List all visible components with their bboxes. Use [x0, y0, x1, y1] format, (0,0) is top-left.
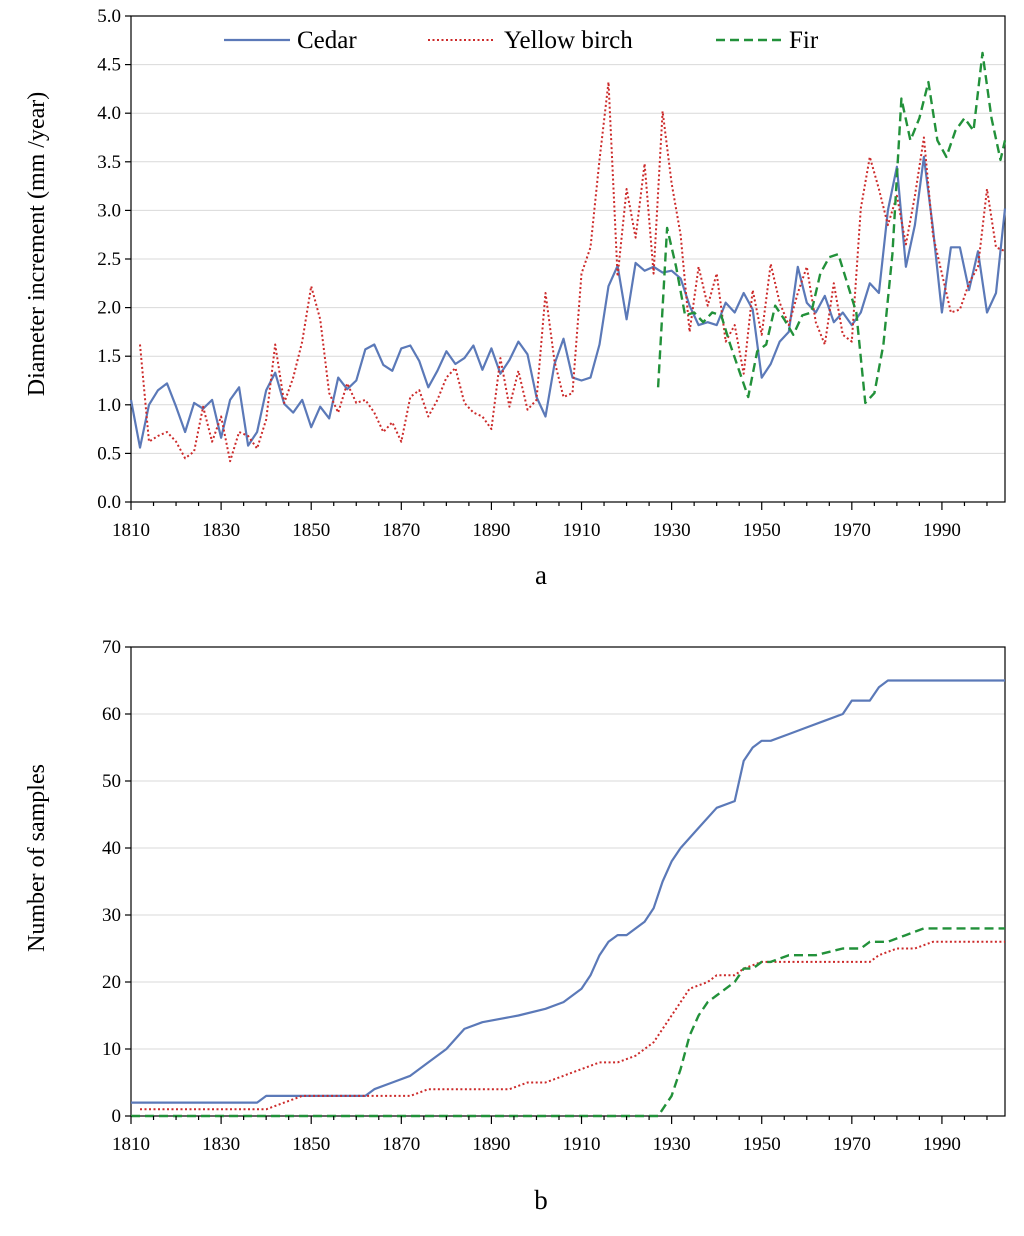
panel-b-ticks — [125, 646, 988, 1124]
legend-label-yellow-birch: Yellow birch — [504, 27, 633, 54]
panel-b-x-tick-label: 1930 — [653, 1134, 691, 1155]
panel-a-y-tick-label: 4.0 — [97, 103, 121, 124]
panel-a-y-tick-label: 0.0 — [97, 492, 121, 513]
panel-a-increment-chart: 0.00.51.01.52.02.53.03.54.04.55.0 1810 18… — [24, 6, 1007, 590]
panel-b-y-tick-label: 20 — [102, 972, 121, 993]
panel-a-x-tick-label: 1910 — [563, 520, 601, 541]
panel-a-x-tick-label: 1970 — [833, 520, 871, 541]
panel-a-y-axis-title: Diameter increment (mm /year) — [24, 92, 50, 397]
panel-b-y-tick-label: 40 — [102, 838, 121, 859]
panel-b-x-tick-label: 1990 — [923, 1134, 961, 1155]
legend-label-fir: Fir — [789, 27, 819, 54]
panel-b-x-tick-label: 1810 — [112, 1134, 150, 1155]
panel-a-series-cedar — [129, 155, 1007, 449]
panel-a-y-tick-labels: 0.0 0.5 1.0 1.5 2.0 2.5 3.0 3.5 4.0 4.5 5.0 — [97, 6, 121, 513]
panel-a-x-tick-label: 1890 — [472, 520, 510, 541]
panel-b-x-tick-label: 1870 — [382, 1134, 420, 1155]
panel-a-gridlines — [131, 64, 1005, 454]
panel-b-series-yellow-birch — [140, 940, 1005, 1111]
panel-b-gridlines — [131, 713, 1005, 1050]
panel-a-series-fir — [656, 51, 1007, 405]
panel-b-y-tick-label: 60 — [102, 704, 121, 725]
panel-b-label: b — [534, 1185, 548, 1215]
panel-a-legend: Cedar Yellow birch Fir — [224, 27, 819, 54]
panel-b-x-tick-label: 1830 — [202, 1134, 240, 1155]
panel-a-y-tick-label: 3.0 — [97, 200, 121, 221]
panel-a-y-tick-label: 0.5 — [97, 443, 121, 464]
panel-a-y-tick-label: 2.5 — [97, 249, 121, 270]
panel-a-x-tick-label: 1810 — [112, 520, 150, 541]
panel-a-series — [129, 51, 1007, 463]
panel-b-series-fir — [131, 927, 1005, 1118]
panel-a-x-tick-label: 1930 — [653, 520, 691, 541]
panel-b-y-tick-label: 30 — [102, 905, 121, 926]
panel-a-x-tick-label: 1950 — [743, 520, 781, 541]
panel-b-series-cedar — [131, 679, 1005, 1104]
panel-b-x-tick-label: 1950 — [743, 1134, 781, 1155]
panel-a-y-tick-label: 4.5 — [97, 55, 121, 76]
panel-a-y-tick-label: 3.5 — [97, 152, 121, 173]
panel-b-x-tick-label: 1890 — [472, 1134, 510, 1155]
panel-a-x-tick-label: 1990 — [923, 520, 961, 541]
panel-a-series-yellow-birch — [139, 81, 1006, 463]
panel-b-y-tick-label: 0 — [112, 1106, 122, 1127]
panel-a-y-tick-label: 1.0 — [97, 395, 121, 416]
panel-b-x-tick-label: 1910 — [563, 1134, 601, 1155]
panel-b-x-tick-labels: 1810 1830 1850 1870 1890 1910 1930 1950 1970 1990 — [112, 1134, 961, 1155]
panel-a-x-tick-label: 1870 — [382, 520, 420, 541]
panel-a-y-tick-label: 2.0 — [97, 298, 121, 319]
panel-b-y-tick-label: 50 — [102, 771, 121, 792]
panel-a-label: a — [535, 560, 547, 590]
panel-b-y-tick-label: 10 — [102, 1039, 121, 1060]
panel-b-x-tick-label: 1970 — [833, 1134, 871, 1155]
panel-a-y-tick-label: 1.5 — [97, 346, 121, 367]
panel-b-y-tick-label: 70 — [102, 637, 121, 658]
panel-a-x-tick-label: 1850 — [292, 520, 330, 541]
panel-b-series — [131, 679, 1005, 1118]
panel-a-x-tick-label: 1830 — [202, 520, 240, 541]
panel-a-ticks — [125, 15, 988, 510]
panel-b-y-tick-labels: 0 10 20 30 40 50 60 70 — [102, 637, 121, 1127]
panel-a-y-tick-label: 5.0 — [97, 6, 121, 27]
panel-b-samples-chart: 0 10 20 30 40 50 60 70 1810 1830 1850 1870 1890 1910… — [24, 637, 1006, 1215]
legend-label-cedar: Cedar — [297, 27, 357, 54]
panel-a-x-tick-labels: 1810 1830 1850 1870 1890 1910 1930 1950 1970 1990 — [112, 520, 961, 541]
panel-b-y-axis-title: Number of samples — [24, 764, 50, 952]
panel-b-plot-frame — [130, 646, 1006, 1117]
panel-b-x-tick-label: 1850 — [292, 1134, 330, 1155]
